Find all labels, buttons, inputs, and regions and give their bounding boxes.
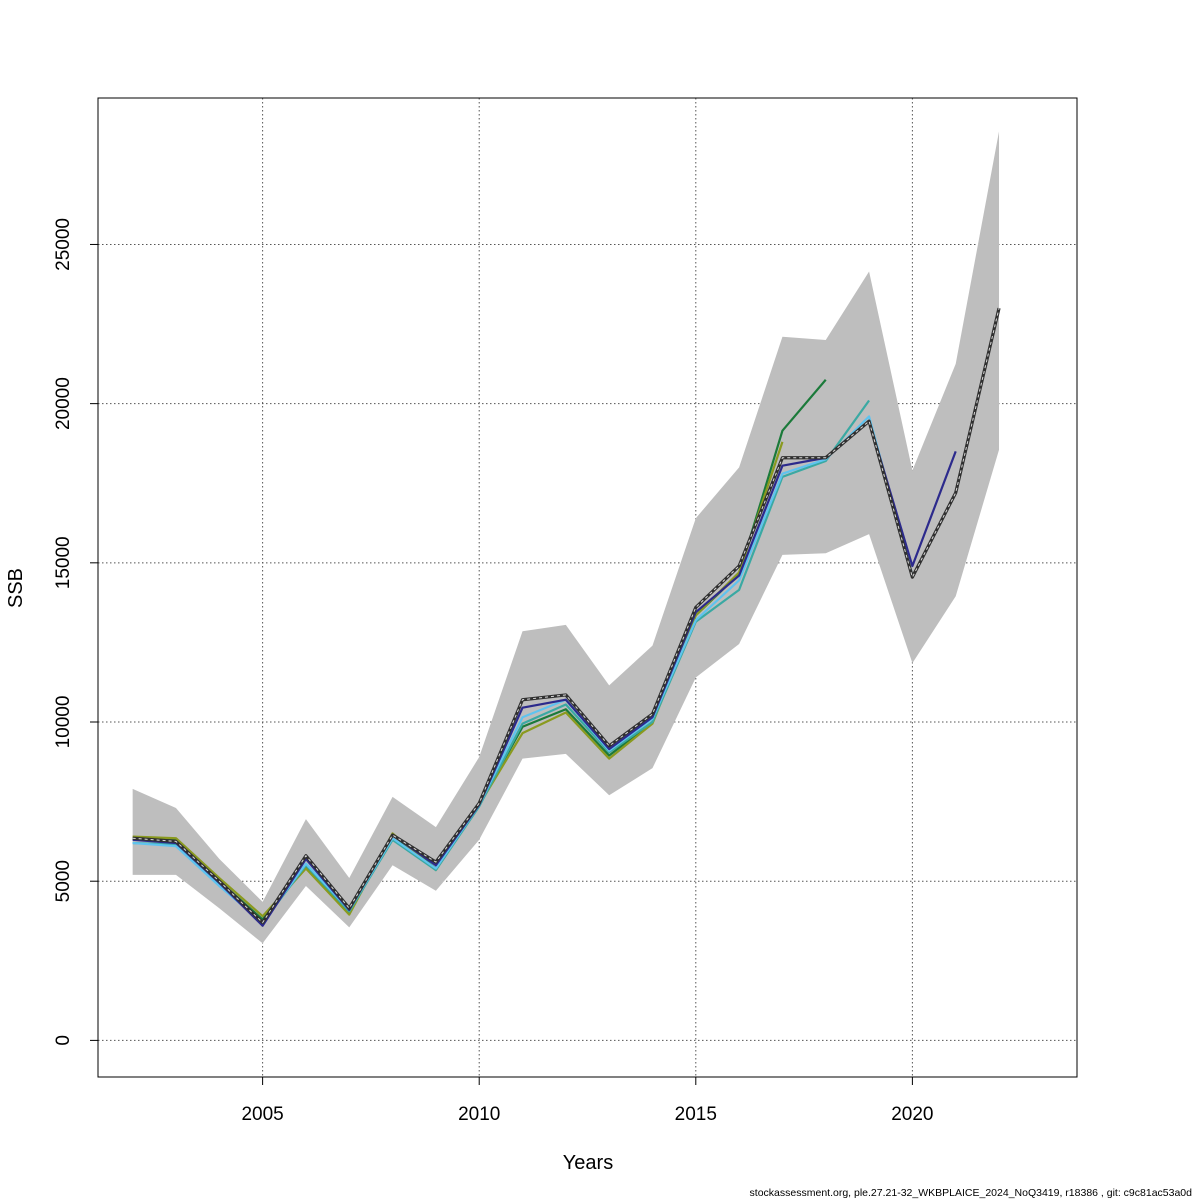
x-tick-label: 2020: [891, 1104, 933, 1125]
y-tick-label: 20000: [53, 377, 74, 430]
y-axis-title: SSB: [5, 568, 27, 608]
x-tick-label: 2010: [458, 1104, 500, 1125]
y-tick-label: 25000: [53, 218, 74, 271]
y-tick-label: 0: [53, 1035, 74, 1046]
confidence-band-area: [132, 131, 1000, 944]
confidence-band: [132, 131, 1000, 944]
x-axis: 2005 2010 2015 2020: [241, 1077, 934, 1125]
y-tick-label: 5000: [53, 860, 74, 902]
x-tick-label: 2005: [241, 1104, 283, 1125]
series-line-final-dash: [132, 308, 1000, 924]
y-axis: 0 5000 10000 15000 20000 25000: [53, 218, 98, 1046]
x-axis-title: Years: [563, 1152, 613, 1174]
y-tick-label: 10000: [53, 696, 74, 749]
footer-credit: stockassessment.org, ple.27.21-32_WKBPLA…: [750, 1187, 1193, 1199]
plot-frame: [97, 97, 1078, 1078]
series-lines: [132, 307, 1001, 927]
y-tick-label: 15000: [53, 536, 74, 589]
x-tick-label: 2015: [675, 1104, 717, 1125]
